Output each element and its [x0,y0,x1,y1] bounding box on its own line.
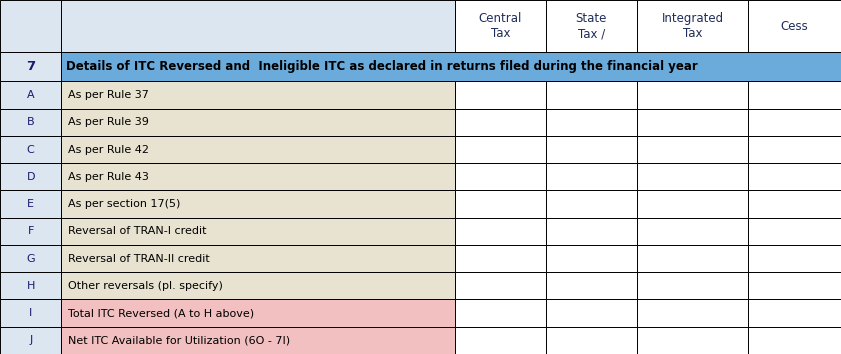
Bar [546,218,637,245]
Bar [748,190,841,218]
Bar [61,218,455,245]
Text: B: B [27,117,34,127]
Bar [748,0,841,52]
Text: D: D [26,172,35,182]
Bar [0,163,61,190]
Bar [61,52,841,81]
Bar [637,163,748,190]
Text: A: A [27,90,34,100]
Bar [61,163,455,190]
Text: As per Rule 43: As per Rule 43 [68,172,149,182]
Bar [637,299,748,327]
Bar [0,245,61,272]
Bar [0,299,61,327]
Bar [0,272,61,299]
Bar [546,190,637,218]
Bar [748,299,841,327]
Text: Total ITC Reversed (A to H above): Total ITC Reversed (A to H above) [68,308,254,318]
Text: C: C [27,144,34,155]
Bar [546,0,637,52]
Bar [748,109,841,136]
Bar [455,136,546,163]
Text: H: H [27,281,34,291]
Bar [61,299,455,327]
Bar [61,272,455,299]
Bar [546,81,637,109]
Bar [637,109,748,136]
Bar [61,109,455,136]
Bar [748,327,841,354]
Text: F: F [28,226,34,236]
Text: Net ITC Available for Utilization (6O - 7I): Net ITC Available for Utilization (6O - … [68,335,290,346]
Bar [637,190,748,218]
Text: G: G [26,253,35,264]
Bar [637,327,748,354]
Bar [637,245,748,272]
Bar [546,136,637,163]
Bar [0,109,61,136]
Bar [61,190,455,218]
Bar [0,218,61,245]
Bar [455,81,546,109]
Bar [748,136,841,163]
Text: Other reversals (pl. specify): Other reversals (pl. specify) [68,281,223,291]
Bar [455,299,546,327]
Bar [455,163,546,190]
Bar [637,218,748,245]
Text: Cess: Cess [781,20,808,33]
Bar [455,272,546,299]
Text: Details of ITC Reversed and  Ineligible ITC as declared in returns filed during : Details of ITC Reversed and Ineligible I… [66,61,698,73]
Bar [0,327,61,354]
Bar [637,272,748,299]
Bar [61,245,455,272]
Bar [748,81,841,109]
Bar [0,52,61,81]
Bar [455,190,546,218]
Bar [546,109,637,136]
Bar [748,272,841,299]
Bar [455,327,546,354]
Text: As per Rule 39: As per Rule 39 [68,117,149,127]
Text: Central
Tax: Central Tax [479,12,522,40]
Text: As per Rule 37: As per Rule 37 [68,90,149,100]
Text: E: E [27,199,34,209]
Bar [455,245,546,272]
Text: As per Rule 42: As per Rule 42 [68,144,149,155]
Text: Reversal of TRAN-I credit: Reversal of TRAN-I credit [68,226,207,236]
Bar [455,0,546,52]
Bar [546,299,637,327]
Text: Reversal of TRAN-II credit: Reversal of TRAN-II credit [68,253,210,264]
Text: As per section 17(5): As per section 17(5) [68,199,181,209]
Bar [61,136,455,163]
Text: I: I [29,308,32,318]
Bar [455,109,546,136]
Text: J: J [29,335,32,346]
Text: 7: 7 [26,61,35,73]
Bar [546,327,637,354]
Bar [748,245,841,272]
Bar [637,136,748,163]
Bar [748,163,841,190]
Bar [0,190,61,218]
Bar [546,272,637,299]
Bar [637,0,748,52]
Bar [61,0,455,52]
Bar [0,0,61,52]
Text: Integrated
Tax: Integrated Tax [662,12,723,40]
Bar [61,81,455,109]
Bar [0,81,61,109]
Bar [748,218,841,245]
Bar [546,163,637,190]
Bar [546,245,637,272]
Bar [61,327,455,354]
Bar [455,218,546,245]
Text: State
Tax /: State Tax / [575,12,607,40]
Bar [637,81,748,109]
Bar [0,136,61,163]
